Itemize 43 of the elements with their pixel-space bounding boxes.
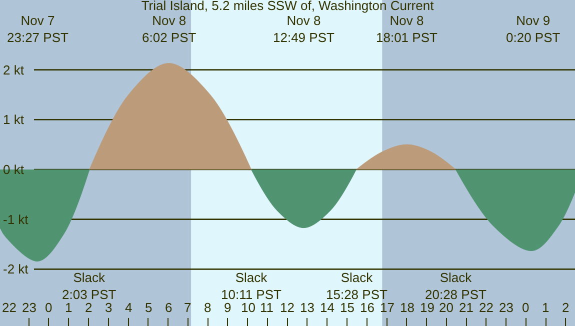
x-tick-label: 23 [22,300,36,315]
annotation: Slack 2:03 PST [62,270,116,302]
annotation: Slack 15:28 PST [326,270,388,302]
x-tick-label: 20 [439,300,454,315]
y-tick-label: -2 kt [3,262,29,277]
annotation: Slack 20:28 PST [425,270,486,302]
x-tick-label: 16 [360,300,374,315]
annotation: Nov 8 18:01 PST [376,13,438,45]
y-tick-label: -1 kt [3,212,29,227]
x-tick-label: 1 [65,300,72,315]
x-tick-label: 10 [241,300,256,315]
annotation: Nov 8 6:02 PST [142,13,196,45]
x-tick-label: 1 [542,300,550,315]
x-tick-label: 2 [85,300,92,315]
x-tick-label: 13 [300,300,314,315]
annotation: Nov 8 12:49 PST [273,13,334,45]
x-tick-label: 12 [280,300,294,315]
x-tick-label: 19 [420,300,434,315]
annotation: Slack 10:11 PST [221,270,282,302]
x-tick-label: 17 [380,300,394,315]
x-tick-label: 9 [224,300,232,315]
x-tick-label: 22 [479,300,494,315]
x-tick-label: 8 [204,300,212,315]
x-tick-label: 0 [522,300,530,315]
x-tick-label: 15 [340,300,354,315]
y-tick-label: 1 kt [3,112,24,128]
x-tick-label: 18 [400,300,414,315]
annotation: Nov 7 23:27 PST [7,13,68,45]
x-tick-label: 0 [45,300,52,315]
x-tick-label: 23 [499,300,514,315]
x-tick-label: 5 [145,300,152,315]
chart-title: Trial Island, 5.2 miles SSW of, Washington Current [141,0,434,14]
x-tick-label: 22 [2,300,16,315]
x-tick-label: 11 [260,300,274,315]
x-tick-label: 7 [184,300,192,315]
x-tick-label: 3 [105,300,112,315]
x-tick-label: 21 [459,300,474,315]
x-tick-label: 14 [320,300,334,315]
y-tick-label: 2 kt [3,62,24,78]
x-tick-label: 4 [125,300,132,315]
x-tick-label: 6 [165,300,172,315]
x-tick-label: 2 [562,300,570,315]
annotation: Nov 9 0:20 PST [506,13,560,45]
